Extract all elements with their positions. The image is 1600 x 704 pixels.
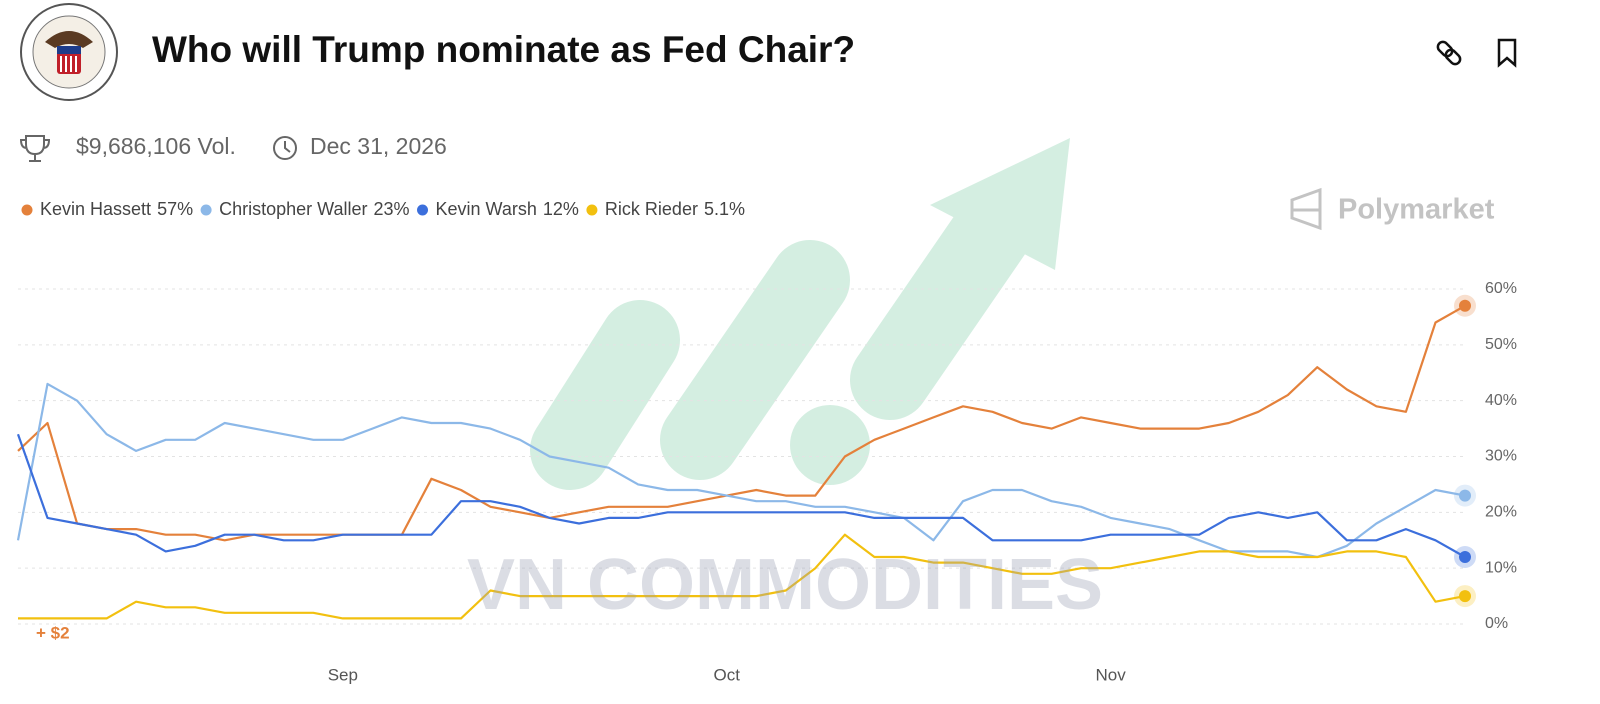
legend: Kevin Hassett 57% Christopher Waller 23% Kev…	[21, 199, 745, 219]
legend-entry: Rick Rieder 5.1%	[605, 199, 745, 219]
bookmark-icon[interactable]	[1497, 38, 1517, 68]
x-tick-label: Sep	[328, 665, 358, 684]
legend-latest: 5.1%	[704, 199, 745, 219]
legend-entry: Kevin Hassett 57%	[40, 199, 193, 219]
y-tick-label: 30%	[1485, 448, 1517, 465]
x-tick-label: Nov	[1096, 665, 1127, 684]
y-tick-label: 50%	[1485, 336, 1517, 353]
x-tick-label: Oct	[714, 665, 741, 684]
legend-latest: 57%	[157, 199, 193, 219]
volume: $9,686,106 Vol.	[76, 133, 236, 159]
legend-dot	[200, 204, 212, 216]
y-tick-label: 0%	[1485, 615, 1508, 632]
series-line	[16, 433, 1466, 558]
watermark-graphic	[530, 138, 1070, 490]
legend-name: Christopher Waller	[219, 199, 367, 219]
series-line	[18, 533, 1466, 620]
legend-dot	[21, 204, 33, 216]
fed-logo	[20, 3, 118, 101]
watermark-text: VN COMMODITIES	[467, 545, 1103, 625]
gain-label: + $2	[36, 623, 70, 642]
legend-name: Rick Rieder	[605, 199, 698, 219]
legend-dot	[417, 204, 429, 216]
y-tick-label: 40%	[1485, 392, 1517, 409]
end-date: Dec 31, 2026	[310, 133, 447, 159]
brand-name: Polymarket	[1338, 194, 1495, 226]
y-tick-label: 10%	[1485, 559, 1517, 576]
y-tick-label: 20%	[1485, 504, 1517, 521]
legend-latest: 23%	[373, 199, 409, 219]
legend-name: Kevin Hassett	[40, 199, 151, 219]
clock-icon	[273, 136, 297, 160]
link-icon[interactable]	[1436, 40, 1462, 66]
legend-entry: Kevin Warsh 12%	[436, 199, 579, 219]
plot: 0% 10% 20% 30% 40% 50% 60% Sep Oct Nov	[16, 280, 1517, 684]
end-dot	[1459, 551, 1471, 563]
legend-name: Kevin Warsh	[436, 199, 537, 219]
title: Who will Trump nominate as Fed Chair?	[152, 29, 855, 70]
y-tick-label: 60%	[1485, 280, 1517, 297]
trophy-icon	[19, 135, 51, 162]
legend-dot	[586, 204, 598, 216]
end-dot	[1459, 590, 1471, 603]
legend-latest: 12%	[543, 199, 579, 219]
end-dot	[1459, 299, 1471, 312]
series-line	[16, 382, 1466, 559]
legend-entry: Christopher Waller 23%	[219, 199, 409, 219]
end-dot	[1459, 489, 1471, 502]
brand: Polymarket	[1290, 187, 1495, 231]
